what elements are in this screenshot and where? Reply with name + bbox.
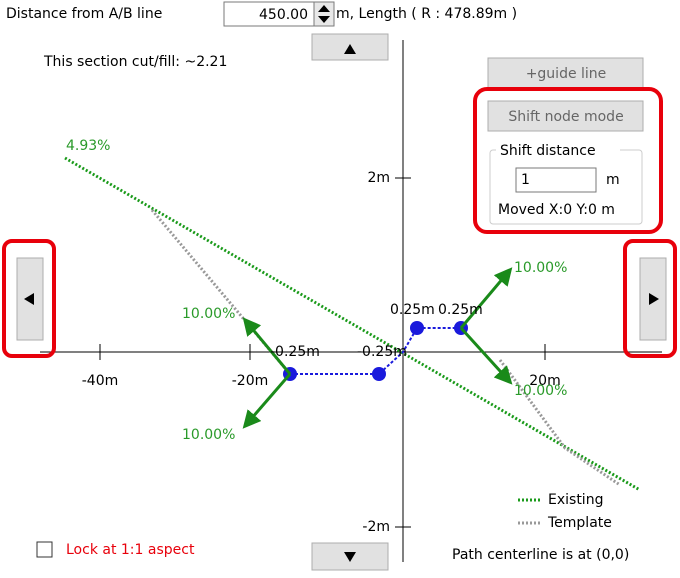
moved: Moved X:0 Y:0 m (498, 202, 615, 218)
up-icon (344, 44, 356, 54)
existing-grade: 4.93% (66, 138, 110, 154)
left-button[interactable] (16, 257, 44, 341)
right-icon (649, 293, 659, 305)
slope-arrows (242, 267, 513, 429)
left-icon (24, 293, 34, 305)
x-label: 20m (529, 373, 560, 389)
existing-line (64, 156, 641, 492)
guide-label: +guide line (526, 66, 607, 82)
spin-up[interactable] (318, 5, 330, 12)
guide-button[interactable] (487, 57, 644, 89)
shift-unit: m (606, 172, 620, 188)
length-label: m, Length ( R : 478.89m ) (336, 6, 517, 22)
highlight (473, 87, 663, 234)
shift-button[interactable] (487, 100, 644, 132)
distance-label: Distance from A/B line (6, 6, 162, 22)
highlight (2, 239, 56, 358)
slope-label: 10.00% (182, 427, 235, 443)
ticks (99, 177, 546, 528)
template-path (290, 327, 461, 375)
shift-value: 1 (521, 172, 530, 188)
shift-input[interactable] (515, 167, 597, 193)
offset-label: 0.25m (438, 302, 483, 318)
centerline: Path centerline is at (0,0) (452, 547, 629, 563)
template-line (498, 359, 621, 487)
distance-input[interactable] (223, 1, 315, 27)
down-icon (344, 552, 356, 562)
cut-fill: This section cut/fill: ~2.21 (43, 54, 227, 70)
x-label: -40m (82, 373, 119, 389)
spinner[interactable] (313, 1, 335, 27)
group-title: Shift distance (500, 143, 596, 159)
slope-label: 10.00% (182, 306, 235, 322)
slope-label: 10.00% (514, 260, 567, 276)
highlight (623, 239, 677, 358)
offset-label: 0.25m (390, 302, 435, 318)
node[interactable] (372, 367, 386, 381)
distance-value: 450.00 (259, 7, 308, 23)
x-label: -20m (232, 373, 269, 389)
y-label: -2m (362, 519, 390, 535)
y-label: 2m (367, 170, 390, 186)
shift-label: Shift node mode (508, 109, 623, 125)
lock-checkbox[interactable] (36, 541, 53, 558)
lock-label: Lock at 1:1 aspect (66, 542, 195, 558)
offset-label: -0.25m (357, 344, 407, 360)
legend-label: Template (547, 515, 612, 531)
offset-label: -0.25m (270, 344, 320, 360)
node[interactable] (410, 321, 424, 335)
group-title-bg (496, 142, 620, 158)
slope-label: 10.00% (514, 383, 567, 399)
spin-down[interactable] (318, 16, 330, 23)
legend-label: Existing (548, 492, 603, 508)
